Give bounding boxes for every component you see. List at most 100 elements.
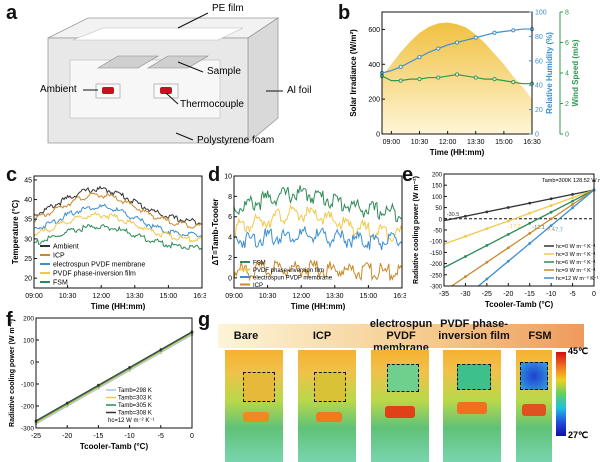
chart-f-legend-label: Tamb=308 K [118, 411, 152, 417]
chart-d-ytick-label: 8 [228, 194, 232, 201]
chart-b-ytick-left-label: 400 [368, 62, 380, 69]
chart-f-point [65, 401, 69, 405]
arrow-sample [177, 61, 204, 73]
chart-e-xtick-label: -30 [460, 291, 470, 298]
wind-point [436, 75, 441, 80]
chart-f-legend-label: Tamb=298 K [118, 388, 152, 394]
chart-e-xtick-label: -10 [546, 291, 556, 298]
thermal-image-bare [225, 350, 283, 462]
setup-schematic [47, 12, 283, 144]
chart-c-legend-label: Ambient [53, 244, 79, 251]
label-pe-film: PE film [212, 3, 244, 14]
chart-c-plot: 09:00 10:30 12:00 13:30 15:00 16:30 20 25 30 35 40… [11, 175, 206, 311]
chart-e-point [485, 227, 489, 231]
thermal-hotspot-pvdf [457, 402, 487, 414]
chart-e-ytick-label: -150 [430, 251, 443, 257]
chart-e-ylabel: Radiative cooling power (W m⁻²) [413, 176, 420, 284]
thermal-hotspot-icp [316, 412, 342, 422]
chart-e-point [571, 192, 574, 196]
chart-c-xtick-label: 10:30 [59, 293, 77, 300]
chart-d-series-fsm [233, 185, 403, 222]
chart-f-point [97, 383, 100, 387]
chart-e-legend-label: hc=0 W m⁻² K⁻¹ [556, 244, 596, 250]
panel-letter-c: c [6, 164, 18, 186]
ambient-sensor [102, 87, 114, 94]
chart-e-ytick-label: 50 [435, 206, 442, 212]
chart-e-ytick-label: 200 [432, 173, 443, 179]
thermal-sample-electrospun [387, 364, 419, 392]
chart-e: -30.5 -17.2 -12.1 -9.4-7.7 -35 -30 -25 -20 -15 -1… [413, 173, 600, 310]
humidity-point [511, 28, 516, 33]
label-foam: Polystyrene foam [197, 135, 275, 146]
chart-f-line-0 [35, 334, 193, 425]
wind-point [492, 77, 497, 82]
chart-e-point [528, 231, 532, 235]
chart-d-ytick-label: 10 [224, 174, 232, 181]
chart-d-xtick-label: 16:30 [393, 293, 406, 300]
thermal-sample-pvdf [457, 364, 491, 390]
label-thermocouple: Thermocouple [180, 99, 244, 110]
chart-e-ytick-label: -300 [430, 285, 443, 291]
thermocouple-sensor [160, 87, 172, 94]
humidity-point [492, 30, 497, 35]
chart-f: -25 -20 -15 -10 -5 0 -300 -200 -100 0 100 200 Tamb=2… [9, 316, 194, 452]
chart-c-ytick-label: 35 [24, 217, 32, 224]
chart-e-xtick-label: -25 [482, 291, 492, 298]
chart-c-xtick-label: 16:30 [193, 293, 206, 300]
chart-e-xtick-label: 0 [592, 291, 596, 298]
chart-e-point [485, 210, 489, 214]
chart-e-xtick-label: -15 [525, 291, 535, 298]
chart-b-ytick-right2-label: 0 [565, 132, 569, 139]
chart-f-frame [35, 317, 193, 429]
thermal-hotspot-bare [243, 412, 269, 422]
chart-e-point [464, 234, 467, 238]
chart-f-ytick-label: -300 [21, 426, 34, 433]
chart-f-xtick-label: -20 [62, 433, 72, 440]
chart-f-ytick-label: 0 [30, 360, 34, 367]
chart-c-ytick-label: 30 [24, 236, 32, 243]
chart-d-ytick-label: 6 [228, 214, 232, 221]
colorbar-min-label: 27℃ [568, 430, 589, 440]
chart-c-series-icp [33, 192, 203, 229]
thermal-label-electrospun: electrospun PVDF membrane [369, 318, 433, 354]
thermal-sample-bare [243, 372, 275, 402]
chart-c-ytick-label: 20 [24, 276, 32, 283]
chart-c-ytick-label: 25 [24, 256, 32, 263]
label-al-foil: Al foil [287, 85, 312, 96]
chart-e-xtick-label: -20 [503, 291, 513, 298]
chart-d-series-icp [233, 259, 403, 282]
chart-e-point [506, 259, 510, 263]
humidity-point [398, 64, 403, 70]
wind-point [473, 75, 478, 80]
chart-f-ylabel: Radiative cooling power (W m⁻²) [9, 319, 16, 427]
chart-b-xtick-label: 12:00 [439, 139, 457, 146]
chart-b-xtick-label: 15:00 [495, 139, 513, 146]
thermal-label-bare: Bare [233, 330, 259, 342]
chart-d-xtick-label: 15:00 [360, 293, 378, 300]
panel-letter-g: g [198, 309, 211, 331]
chart-b-ytick-right2-label: 4 [565, 71, 569, 78]
chart-e-point [528, 211, 532, 215]
chart-e-ytick-label: -250 [430, 273, 443, 279]
chart-e-point [549, 204, 553, 207]
chart-b-ytick-right1-label: 40 [535, 83, 543, 90]
foam-side-face [247, 17, 279, 144]
chart-b-xtick-label: 13:30 [467, 139, 485, 146]
chart-e-legend-label: hc=12 W m⁻² K⁻¹ [556, 276, 599, 282]
chart-c-ytick-label: 40 [24, 197, 32, 204]
chart-e-point [549, 197, 553, 201]
chart-c-series-ambient [33, 185, 203, 226]
chart-e-xlabel: Tcooler-Tamb (°C) [485, 300, 554, 309]
chart-c-series-electrospun [33, 203, 203, 239]
panel-letter-d: d [208, 164, 221, 186]
chart-f-legend-label: Tamb=305 K [118, 403, 152, 409]
chart-d-ylabel: ΔT=Tamb-Tcooler [211, 198, 220, 265]
chart-e-point [571, 203, 574, 206]
chart-e-zero-label: -12.1 [532, 225, 545, 231]
chart-e-zero-label: -17.2 [508, 224, 521, 230]
panel-letter-f: f [6, 309, 13, 331]
chart-c-frame [33, 175, 203, 289]
thermal-image-icp [298, 350, 356, 462]
chart-e-point [528, 201, 532, 205]
chart-e-line-0 [443, 189, 595, 222]
